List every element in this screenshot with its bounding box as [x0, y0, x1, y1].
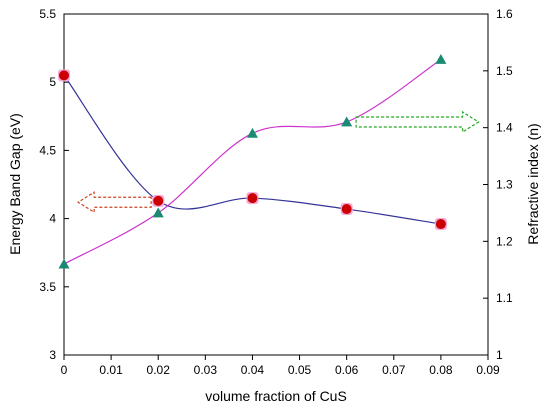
left-tick-label: 5.5: [39, 7, 56, 21]
right-tick-label: 1.3: [496, 178, 513, 192]
left-tick-label: 3.5: [39, 280, 56, 294]
circle-marker: [435, 219, 446, 230]
plot-area: [63, 13, 489, 356]
x-tick-label: 0.03: [194, 363, 218, 377]
left-pointing-arrow: [77, 191, 152, 214]
left-tick-label: 3: [49, 348, 56, 362]
left-axis-ticks: 3 3.5 4 4.5 5 5.5: [39, 7, 69, 362]
x-tick-label: 0.02: [147, 363, 171, 377]
x-axis-title: volume fraction of CuS: [205, 388, 347, 404]
right-tick-label: 1: [496, 348, 503, 362]
right-tick-label: 1.5: [496, 64, 513, 78]
right-tick-label: 1.6: [496, 7, 513, 21]
series-1-line: [63, 75, 441, 225]
x-tick-label: 0: [61, 363, 68, 377]
triangle-marker: [246, 127, 258, 138]
circle-marker: [247, 193, 258, 204]
x-tick-label: 0.04: [241, 363, 265, 377]
triangle-marker: [152, 207, 164, 218]
right-axis-ticks: 1 1.1 1.2 1.3 1.4 1.5 1.6: [483, 7, 513, 362]
x-tick-label: 0.06: [335, 363, 359, 377]
circle-marker: [59, 70, 69, 81]
annotation-arrows: [77, 110, 480, 214]
triangle-marker: [341, 116, 353, 127]
left-axis-title: Energy Band Gap (eV): [7, 113, 23, 255]
x-axis-ticks: 0 0.01 0.02 0.03 0.04 0.05 0.06 0.07 0.08 0.09: [61, 355, 500, 377]
right-axis-title: Refractive index (n): [525, 123, 541, 244]
x-tick-label: 0.08: [429, 363, 453, 377]
x-tick-label: 0.05: [288, 363, 312, 377]
x-tick-label: 0.09: [476, 363, 500, 377]
right-tick-label: 1.2: [496, 234, 513, 248]
x-tick-label: 0.01: [99, 363, 123, 377]
circle-marker: [341, 204, 352, 215]
data-markers: [58, 53, 447, 269]
right-tick-label: 1.1: [496, 291, 513, 305]
left-tick-label: 4.5: [39, 143, 56, 157]
right-pointing-arrow: [355, 110, 480, 134]
circle-marker: [153, 195, 164, 206]
triangle-marker: [435, 53, 447, 64]
triangle-marker: [58, 258, 70, 269]
right-tick-label: 1.4: [496, 121, 513, 135]
left-tick-label: 4: [49, 212, 56, 226]
left-tick-label: 5: [49, 75, 56, 89]
x-tick-label: 0.07: [382, 363, 406, 377]
